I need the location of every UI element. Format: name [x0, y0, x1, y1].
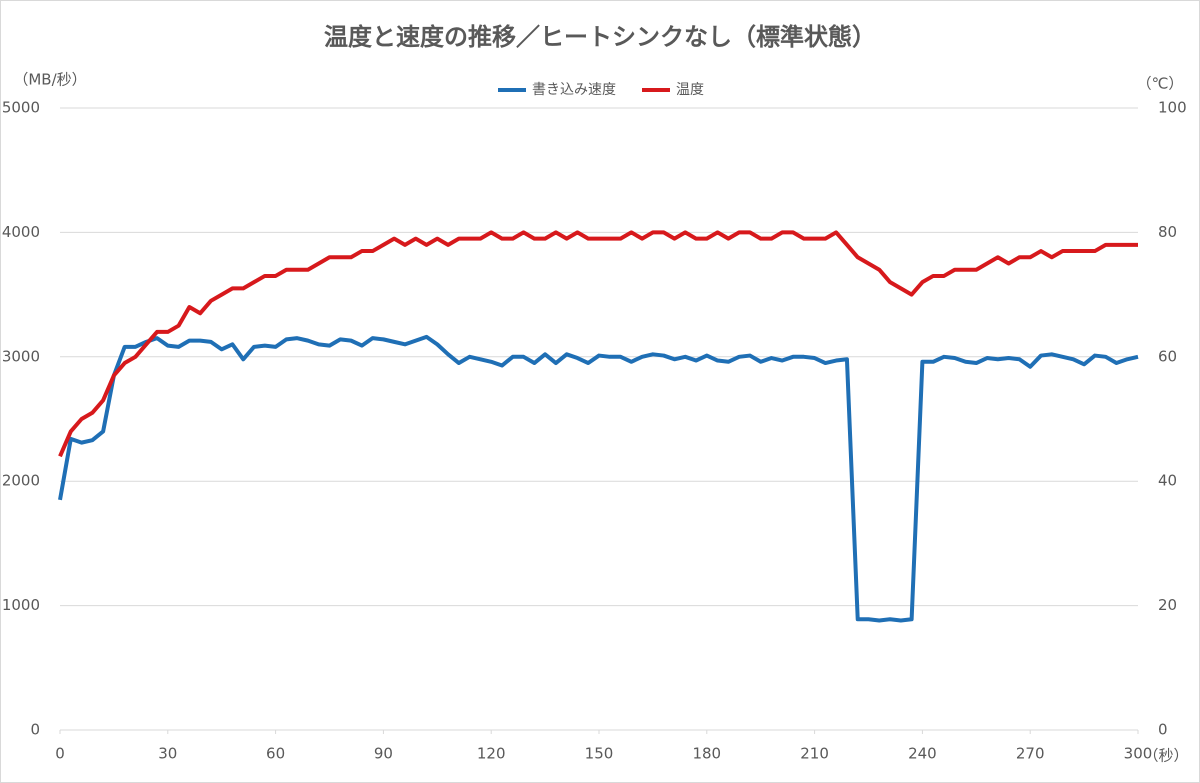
y-tick-label: 1000: [2, 596, 40, 614]
legend-label: 書き込み速度: [532, 82, 616, 98]
x-tick-label: 60: [266, 745, 285, 763]
y2-tick-label: 100: [1158, 99, 1187, 117]
x-tick-label: 150: [585, 745, 614, 763]
y-axis-label: （MB/秒）: [13, 71, 86, 89]
y2-tick-label: 0: [1158, 721, 1168, 739]
x-tick-label: 180: [692, 745, 721, 763]
chart-title: 温度と速度の推移／ヒートシンクなし（標準状態）: [324, 23, 876, 51]
x-tick-label: 270: [1016, 745, 1045, 763]
y-tick-label: 3000: [2, 347, 40, 365]
y2-axis-label: （℃）: [1137, 75, 1184, 93]
x-tick-label: 0: [55, 745, 65, 763]
legend-label: 温度: [676, 82, 704, 98]
y2-tick-label: 20: [1158, 596, 1177, 614]
x-tick-label: 120: [477, 745, 506, 763]
y-tick-label: 5000: [2, 99, 40, 117]
x-tick-label: 240: [908, 745, 937, 763]
y2-tick-label: 80: [1158, 223, 1177, 241]
x-tick-label: 210: [800, 745, 829, 763]
x-tick-label: 90: [374, 745, 393, 763]
x-axis-label: （秒）: [1143, 747, 1188, 765]
y2-tick-label: 40: [1158, 472, 1177, 490]
y-tick-label: 0: [30, 721, 40, 739]
x-tick-label: 300: [1124, 745, 1153, 763]
data-line: [58, 334, 1139, 623]
y2-tick-label: 60: [1158, 347, 1177, 365]
y-tick-label: 2000: [2, 472, 40, 490]
y-tick-label: 4000: [2, 223, 40, 241]
x-tick-label: 30: [158, 745, 177, 763]
data-line: [58, 230, 1138, 458]
